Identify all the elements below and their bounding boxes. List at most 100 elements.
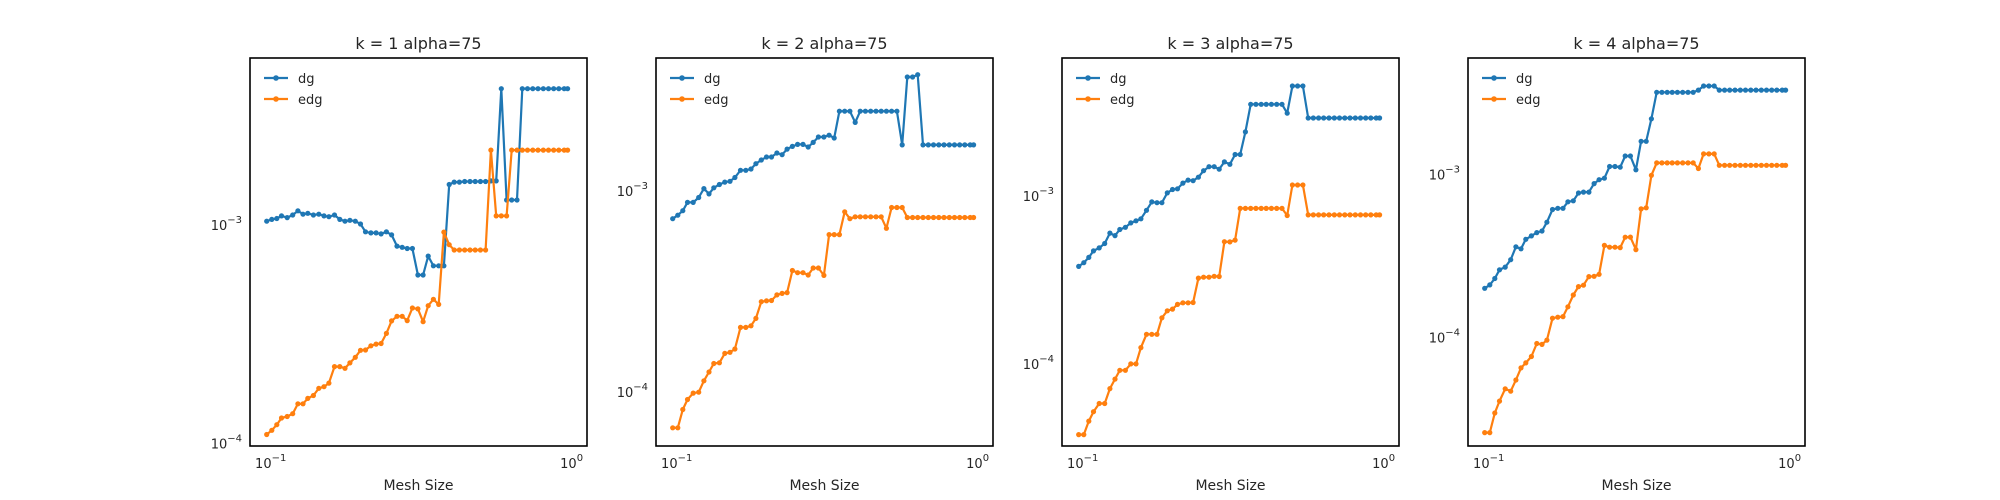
data-point-edg <box>467 247 473 253</box>
data-point-dg <box>1674 89 1680 95</box>
data-point-edg <box>264 431 270 438</box>
plot-frame <box>655 57 994 447</box>
data-point-edg <box>1674 160 1680 166</box>
data-point-dg <box>737 167 744 173</box>
data-point-edg <box>441 229 447 235</box>
data-point-dg <box>404 245 410 252</box>
data-point-edg <box>763 298 770 304</box>
chart-title: k = 1 alpha=75 <box>355 34 481 53</box>
data-point-edg <box>894 204 900 211</box>
plot-frame <box>249 57 588 447</box>
data-point-dg <box>1221 159 1227 165</box>
legend: dg edg <box>1076 72 1135 108</box>
data-point-edg <box>498 213 504 219</box>
data-point-edg <box>779 290 785 296</box>
data-point-dg <box>779 152 785 158</box>
data-point-edg <box>1769 162 1775 168</box>
data-point-dg <box>1331 115 1337 121</box>
data-point-dg <box>910 74 916 80</box>
data-point-dg <box>1638 138 1644 144</box>
data-point-edg <box>451 247 457 253</box>
data-point-edg <box>530 147 536 153</box>
data-point-edg <box>1753 162 1759 168</box>
data-point-dg <box>1112 233 1118 239</box>
data-point-edg <box>1117 367 1123 373</box>
data-point-edg <box>1102 400 1108 407</box>
data-point-edg <box>310 392 316 399</box>
data-point-edg <box>1701 151 1707 157</box>
data-point-edg <box>1081 432 1087 438</box>
data-point-edg <box>342 365 348 371</box>
data-point-dg <box>857 108 863 114</box>
data-point-dg <box>711 185 717 191</box>
data-point-dg <box>1774 87 1780 93</box>
x-tick-label: 10−1 <box>1473 453 1504 472</box>
data-point-dg <box>1502 264 1508 270</box>
data-point-dg <box>1482 285 1488 291</box>
series-dg <box>670 72 977 222</box>
data-point-dg <box>748 166 754 172</box>
data-point-edg <box>716 360 723 366</box>
data-point-edg <box>1352 212 1358 218</box>
legend-label-edg: edg <box>298 93 323 108</box>
data-point-edg <box>1190 299 1196 306</box>
y-tick-label: 10−3 <box>617 181 648 200</box>
data-point-dg <box>394 243 400 249</box>
data-point-dg <box>556 86 562 92</box>
data-point-dg <box>519 86 525 92</box>
data-point-edg <box>821 272 827 278</box>
data-point-dg <box>1096 245 1102 251</box>
data-point-edg <box>284 413 290 420</box>
data-point-edg <box>957 214 963 221</box>
y-tick-label: 10−4 <box>1429 327 1460 346</box>
data-point-edg <box>535 147 541 153</box>
x-tick-label: 100 <box>1778 453 1801 472</box>
data-point-dg <box>1159 200 1165 206</box>
data-point-dg <box>524 86 531 92</box>
data-point-edg <box>737 324 744 330</box>
data-point-dg <box>753 161 759 167</box>
data-point-edg <box>1748 162 1754 168</box>
data-point-dg <box>732 174 738 181</box>
data-point-edg <box>1268 205 1274 211</box>
series-line-dg <box>1078 84 1380 268</box>
data-point-dg <box>1342 115 1348 121</box>
data-point-dg <box>670 216 676 222</box>
data-point-edg <box>831 232 837 238</box>
y-tick-label: 10−3 <box>1429 165 1460 184</box>
data-point-edg <box>565 147 571 153</box>
data-point-dg <box>1300 83 1306 89</box>
data-point-edg <box>300 401 306 407</box>
data-point-dg <box>1295 83 1301 89</box>
data-point-edg <box>1492 410 1498 416</box>
data-point-edg <box>925 214 931 221</box>
data-point-dg <box>1149 199 1155 205</box>
data-point-dg <box>690 199 696 205</box>
data-point-dg <box>1154 200 1160 206</box>
legend-label-dg: dg <box>704 72 721 87</box>
data-point-edg <box>1169 306 1176 312</box>
data-point-edg <box>399 313 405 319</box>
data-point-dg <box>1523 236 1529 242</box>
data-point-edg <box>295 401 301 407</box>
data-point-dg <box>1128 220 1134 226</box>
data-point-dg <box>1195 174 1201 180</box>
data-point-dg <box>1596 177 1602 183</box>
data-point-dg <box>284 215 290 221</box>
y-tick-label: 10−4 <box>211 434 242 453</box>
data-point-edg <box>1711 151 1717 157</box>
data-point-dg <box>1143 207 1150 213</box>
data-point-edg <box>1295 182 1301 188</box>
data-point-edg <box>509 147 515 153</box>
x-tick-label: 100 <box>560 453 583 472</box>
data-point-edg <box>1617 245 1623 251</box>
data-point-dg <box>684 199 691 205</box>
y-tick-label: 10−4 <box>617 382 648 401</box>
data-point-edg <box>1305 212 1311 218</box>
data-point-edg <box>1742 162 1749 168</box>
data-point-edg <box>815 265 822 271</box>
data-point-dg <box>696 194 702 201</box>
data-point-dg <box>509 197 515 203</box>
data-point-dg <box>378 231 384 237</box>
data-point-edg <box>706 369 712 375</box>
